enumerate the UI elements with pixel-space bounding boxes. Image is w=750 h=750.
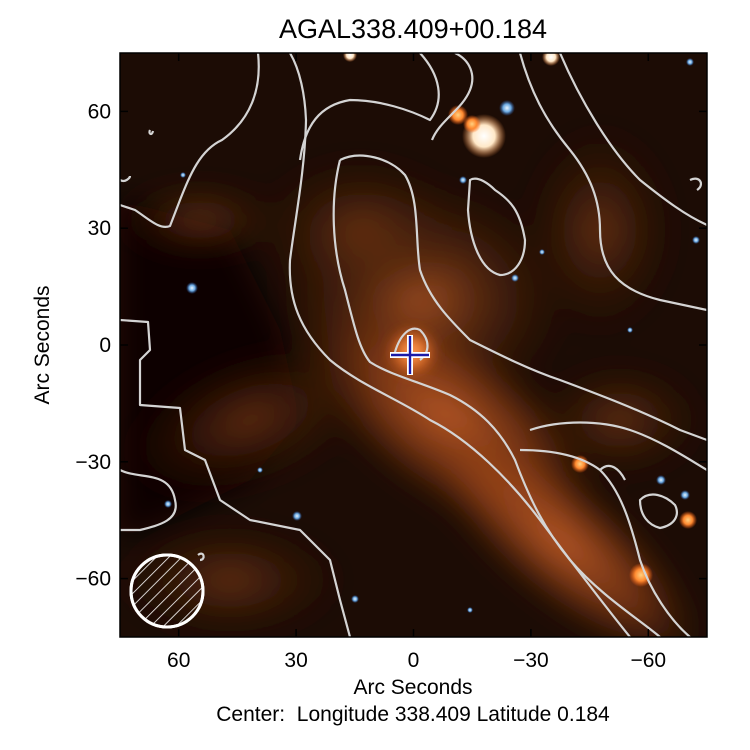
y-tick-label: −30 <box>75 451 111 474</box>
contour-line <box>197 552 205 562</box>
sky-image <box>120 53 707 637</box>
star-blue <box>656 475 666 485</box>
x-tick-label: 0 <box>408 649 420 672</box>
contour-line <box>148 129 155 136</box>
star-white <box>343 53 357 62</box>
star-blue <box>499 100 515 116</box>
star-blue <box>186 282 198 294</box>
stars <box>164 53 700 613</box>
star-blue <box>511 274 519 282</box>
contour-line <box>558 53 707 227</box>
contour-line <box>120 469 177 532</box>
contour-line <box>518 53 707 312</box>
y-axis-label: Arc Seconds <box>31 285 54 404</box>
y-axis-ticks: 60 30 0 −30 −60 <box>75 100 707 591</box>
star-orange <box>448 105 468 125</box>
beam-icon <box>129 553 205 629</box>
contour-line <box>689 177 703 191</box>
contour-line <box>120 53 260 228</box>
star-blue <box>467 607 473 613</box>
x-tick-label: −30 <box>513 649 549 672</box>
star-blue <box>680 490 690 500</box>
nebula-emission <box>120 120 707 637</box>
x-tick-label: 30 <box>284 649 307 672</box>
contour-line <box>120 175 132 183</box>
chart-title: AGAL338.409+00.184 <box>279 14 547 44</box>
x-tick-label: 60 <box>167 649 190 672</box>
y-tick-label: 0 <box>99 334 111 357</box>
contour-line <box>332 159 661 637</box>
x-tick-label: −60 <box>630 649 666 672</box>
star-blue <box>692 236 700 244</box>
y-tick-label: −60 <box>75 568 111 591</box>
y-tick-label: 30 <box>88 217 111 240</box>
star-blue <box>627 327 633 333</box>
star-blue <box>351 595 359 603</box>
star-blue <box>459 176 467 184</box>
contour-line <box>339 154 707 442</box>
star-white <box>542 53 560 66</box>
contour-line <box>430 53 474 141</box>
star-orange <box>679 511 697 529</box>
star-orange <box>629 563 653 587</box>
y-tick-label: 60 <box>88 100 111 123</box>
contour-line <box>519 448 691 637</box>
star-blue <box>257 467 263 473</box>
center-caption: Center: Longitude 338.409 Latitude 0.184 <box>216 703 610 726</box>
contour-line <box>466 177 527 277</box>
contour-line <box>638 493 678 530</box>
x-axis-label: Arc Seconds <box>353 676 472 699</box>
star-orange <box>571 455 589 473</box>
contour-line <box>120 318 352 637</box>
star-blue <box>686 58 694 66</box>
star-blue <box>164 500 172 508</box>
source-marker-cross <box>390 335 430 375</box>
star-blue <box>539 249 545 255</box>
star-blue <box>180 172 186 178</box>
star-blue <box>292 511 302 521</box>
x-axis-ticks: 60 30 0 −30 −60 <box>167 53 666 672</box>
contour-line <box>298 53 440 161</box>
contour-line <box>599 464 626 481</box>
contour-line <box>529 421 707 471</box>
star-orange <box>463 115 481 133</box>
intensity-contours <box>120 53 707 637</box>
